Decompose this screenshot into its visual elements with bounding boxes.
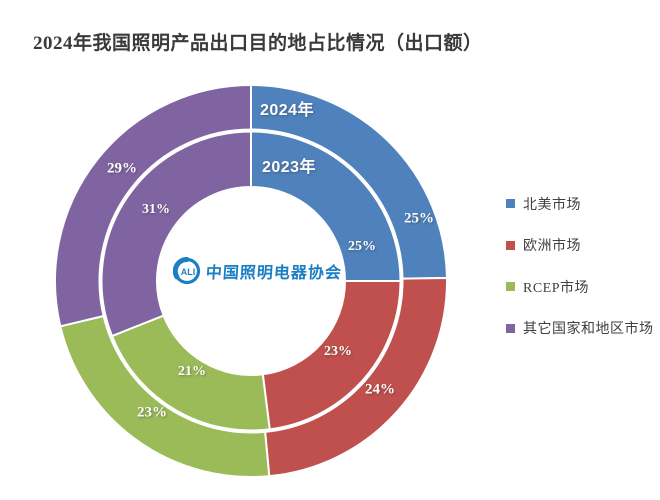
doughnut-segment-2024年-其它国家和地区市场 bbox=[54, 84, 252, 328]
label-2023-other: 31% bbox=[142, 202, 170, 217]
legend-item-rcep: RCEP市场 bbox=[506, 278, 654, 296]
outer-ring-year-label: 2024年 bbox=[259, 102, 315, 119]
inner-ring-year-label: 2023年 bbox=[261, 159, 317, 176]
label-2024-rcep: 23% bbox=[137, 404, 167, 421]
label-2023-europe: 23% bbox=[324, 344, 352, 359]
legend-label-rcep: RCEP市场 bbox=[523, 280, 590, 296]
label-2023-north-america: 25% bbox=[348, 239, 376, 254]
legend-swatch-north-america bbox=[506, 199, 515, 208]
cali-logo-text: 中国照明电器协会 bbox=[205, 265, 343, 282]
doughnut-segment-2023年-其它国家和地区市场 bbox=[100, 130, 252, 338]
legend-swatch-rcep bbox=[506, 282, 515, 291]
legend-label-other: 其它国家和地区市场 bbox=[523, 322, 654, 337]
legend-swatch-other bbox=[506, 323, 515, 333]
svg-text:ALI: ALI bbox=[181, 267, 196, 277]
legend-item-north-america: 北美市场 bbox=[506, 195, 654, 213]
legend: 北美市场 欧洲市场 RCEP市场 其它国家和地区市场 bbox=[506, 195, 654, 337]
label-2024-north-america: 25% bbox=[404, 210, 434, 227]
legend-swatch-europe bbox=[506, 240, 515, 250]
label-2024-europe: 24% bbox=[365, 381, 395, 398]
label-2023-rcep: 21% bbox=[178, 364, 206, 379]
chart-title: 2024年我国照明产品出口目的地占比情况（出口额） bbox=[33, 33, 483, 54]
legend-item-europe: 欧洲市场 bbox=[506, 237, 654, 254]
legend-label-europe: 欧洲市场 bbox=[523, 239, 581, 254]
cali-watermark: ALI 中国照明电器协会 bbox=[173, 256, 342, 286]
cali-logo-icon: ALI bbox=[173, 257, 201, 285]
doughnut-segment-2023年-北美市场 bbox=[250, 130, 402, 282]
legend-label-north-america: 北美市场 bbox=[523, 197, 581, 213]
doughnut-segment-2023年-欧洲市场 bbox=[261, 280, 402, 431]
legend-item-other: 其它国家和地区市场 bbox=[506, 320, 654, 337]
label-2024-other: 29% bbox=[107, 160, 137, 177]
